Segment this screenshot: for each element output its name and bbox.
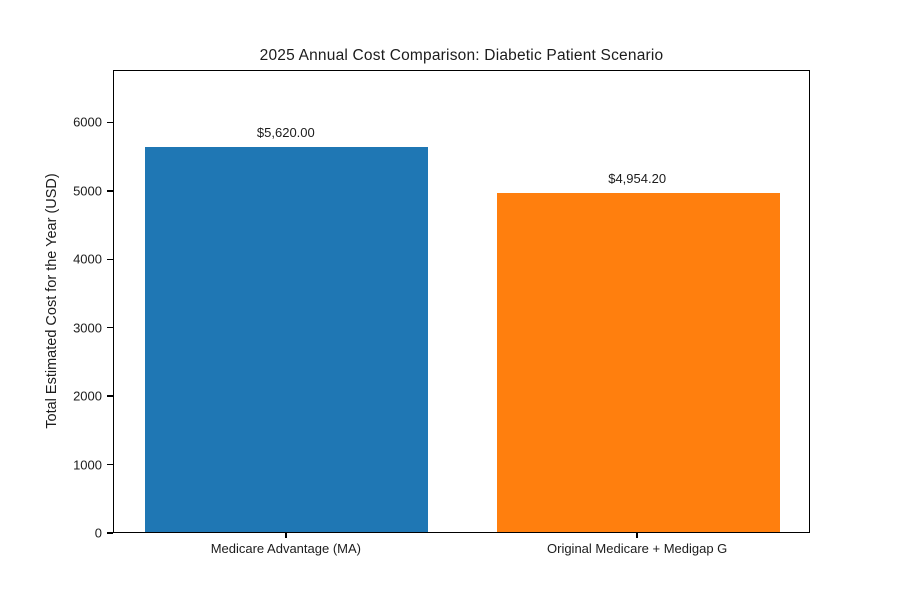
y-tick-mark: [107, 326, 113, 329]
bar: [496, 193, 780, 532]
y-tick-mark: [107, 532, 113, 534]
y-tick-mark: [107, 121, 113, 124]
chart-title: 2025 Annual Cost Comparison: Diabetic Pa…: [259, 47, 664, 64]
x-tick-mark: [285, 533, 287, 538]
y-tick-mark: [107, 395, 113, 397]
y-tick-mark: [107, 463, 113, 466]
y-tick-label: 1000: [73, 457, 102, 473]
y-tick-mark: [107, 258, 113, 261]
y-tick-label: 0: [94, 525, 102, 541]
bar-value-label: $4,954.20: [608, 171, 667, 187]
bar-value-label: $5,620.00: [256, 125, 315, 141]
y-tick-label: 6000: [73, 114, 102, 130]
x-tick-mark: [636, 533, 638, 538]
y-tick-label: 4000: [73, 251, 102, 267]
bar: [145, 147, 429, 532]
y-tick-label: 2000: [73, 388, 102, 404]
x-tick-label: Medicare Advantage (MA): [210, 541, 361, 556]
y-tick-label: 5000: [73, 183, 102, 199]
plot-area: [113, 70, 810, 533]
x-tick-label: Original Medicare + Medigap G: [547, 541, 728, 556]
y-tick-mark: [107, 190, 113, 192]
y-tick-label: 3000: [73, 320, 102, 336]
